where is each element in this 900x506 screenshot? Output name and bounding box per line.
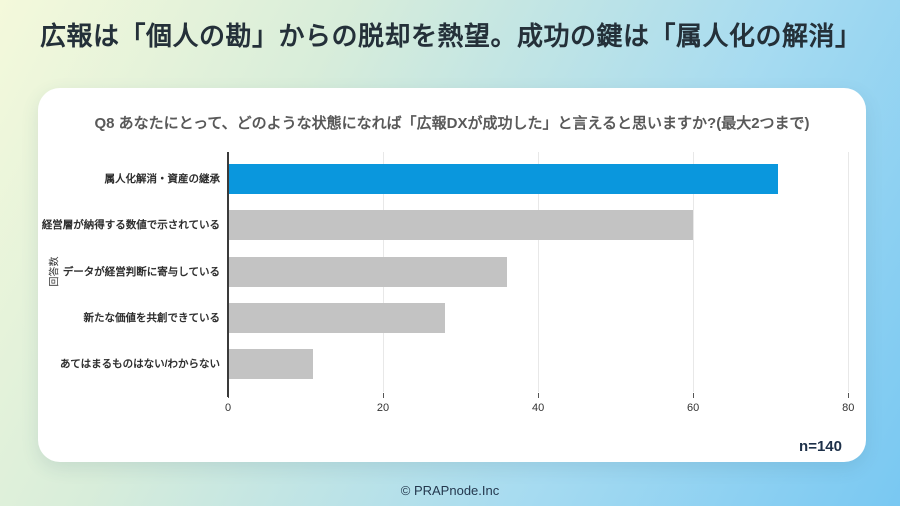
footer-copyright: © PRAPnode.Inc xyxy=(400,483,500,498)
gridline xyxy=(848,152,850,392)
y-axis-label: 回答数 xyxy=(49,256,61,287)
category-label: 新たな価値を共創できている xyxy=(83,311,221,324)
y-axis-spine xyxy=(227,152,229,397)
gridline xyxy=(693,152,695,392)
x-tick-label: 20 xyxy=(376,402,390,414)
bar xyxy=(228,256,508,287)
category-label: あてはまるものはない/わからない xyxy=(60,358,220,370)
bar xyxy=(228,210,694,241)
chart-card: Q8 あなたにとって、どのような状態になれば「広報DXが成功した」と言えると思い… xyxy=(38,88,866,462)
x-tick-label: 40 xyxy=(531,402,545,414)
bar xyxy=(228,349,314,379)
slide-title: 広報は「個人の勘」からの脱却を熱望。成功の鍵は「属人化の解消」 xyxy=(40,21,862,51)
x-tick-mark xyxy=(382,393,384,398)
bar xyxy=(228,164,779,194)
x-tick-mark xyxy=(692,393,694,398)
x-tick-label: 80 xyxy=(842,402,855,414)
x-tick-label: 60 xyxy=(687,402,700,414)
x-tick-mark xyxy=(537,393,539,398)
bar xyxy=(228,302,446,333)
x-tick-label: 0 xyxy=(224,402,232,414)
category-label: 属人化解消・資産の継承 xyxy=(104,173,221,185)
x-tick-mark xyxy=(847,393,849,398)
category-label: 経営層が納得する数値で示されている xyxy=(41,219,220,232)
gridline xyxy=(538,152,540,392)
plot-area: 0 20 40 60 80 属人化解消・資産の継承経営層が納得する数値で示されているデータ… xyxy=(42,152,856,414)
chart-question-title: Q8 あなたにとって、どのような状態になれば「広報DXが成功した」と言えると思い… xyxy=(94,115,810,132)
category-label: データが経営判断に寄与している xyxy=(62,265,220,278)
sample-size-label: n=140 xyxy=(799,438,842,455)
